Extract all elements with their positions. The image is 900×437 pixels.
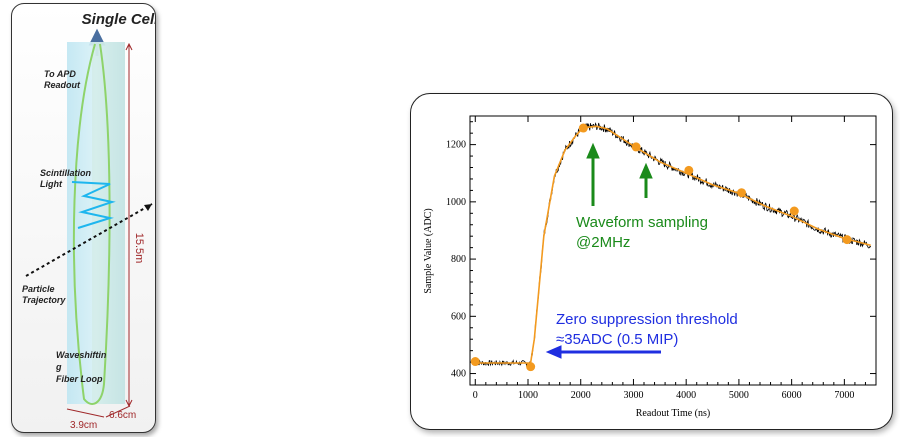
sample-point: [737, 188, 747, 198]
depth-dimension-label: 6.6cm: [109, 410, 136, 421]
x-axis-label: Readout Time (ns): [636, 408, 710, 419]
plot-frame: [469, 115, 877, 386]
y-tick-label: 1000: [446, 197, 466, 208]
sample-point: [842, 235, 852, 245]
apd-label-line1: To APD: [44, 69, 76, 79]
x-tick-label: 0: [473, 390, 478, 401]
y-axis-label: Sample Value (ADC): [423, 208, 434, 293]
length-dimension-label: 15.5m: [133, 233, 145, 264]
sample-point: [578, 123, 588, 133]
width-dimension-line: [66, 408, 105, 418]
threshold-annotation-line2: ≈35ADC (0.5 MIP): [556, 331, 678, 348]
sample-point: [789, 206, 799, 216]
sample-point: [526, 362, 536, 372]
particle-trajectory: [25, 203, 153, 277]
fiber-label-line3: Fiber Loop: [56, 374, 103, 384]
fiber-label-line2: g: [55, 362, 62, 372]
x-tick-label: 1000: [518, 390, 538, 401]
sample-point: [631, 142, 641, 152]
trajectory-arrowhead: [144, 204, 152, 211]
apd-label-line2: Readout: [44, 80, 81, 90]
threshold-arrow: [545, 345, 661, 359]
fit-curve: [475, 125, 871, 364]
scintillation-light: [71, 181, 116, 229]
scint-label-line1: Scintillation: [40, 168, 92, 178]
width-dimension-label: 3.9cm: [70, 420, 97, 431]
x-tick-label: 4000: [676, 390, 696, 401]
x-tick-label: 5000: [729, 390, 749, 401]
sampling-annotation-line2: @2MHz: [576, 234, 630, 251]
sample-point: [470, 357, 480, 367]
y-tick-label: 400: [451, 369, 466, 380]
single-cell-panel: Single Cell 15.5m 3.9cm 6.6cm To APD Rea…: [11, 3, 159, 433]
x-tick-label: 3000: [623, 390, 643, 401]
y-tick-label: 800: [451, 254, 466, 265]
threshold-annotation-line1: Zero suppression threshold: [556, 311, 738, 328]
waveform-chart: 0 1000 2000 3000 4000 5000 6000 7000 400 600 800 10…: [423, 115, 877, 419]
particle-label-line1: Particle: [22, 284, 55, 294]
single-cell-drawing: Single Cell 15.5m 3.9cm 6.6cm To APD Rea…: [22, 11, 159, 431]
scint-label-line2: Light: [40, 179, 63, 189]
waveform-plot-panel: 0 1000 2000 3000 4000 5000 6000 7000 400 600 800 10…: [410, 93, 893, 430]
y-tick-label: 1200: [446, 140, 466, 151]
fiber-loop: [72, 43, 111, 405]
sampling-arrows: [586, 142, 653, 206]
x-tick-label: 7000: [834, 390, 854, 401]
cell-side: [92, 42, 125, 404]
y-tick-label: 600: [451, 311, 466, 322]
x-tick-label: 6000: [782, 390, 802, 401]
sample-point: [684, 165, 694, 175]
fiber-label-line1: Waveshiftin: [56, 350, 107, 360]
x-tick-label: 2000: [571, 390, 591, 401]
cell-title: Single Cell: [82, 11, 155, 28]
depth-dimension-line: [105, 405, 131, 418]
particle-label-line2: Trajectory: [22, 295, 66, 305]
sampling-annotation-line1: Waveform sampling: [576, 214, 708, 231]
